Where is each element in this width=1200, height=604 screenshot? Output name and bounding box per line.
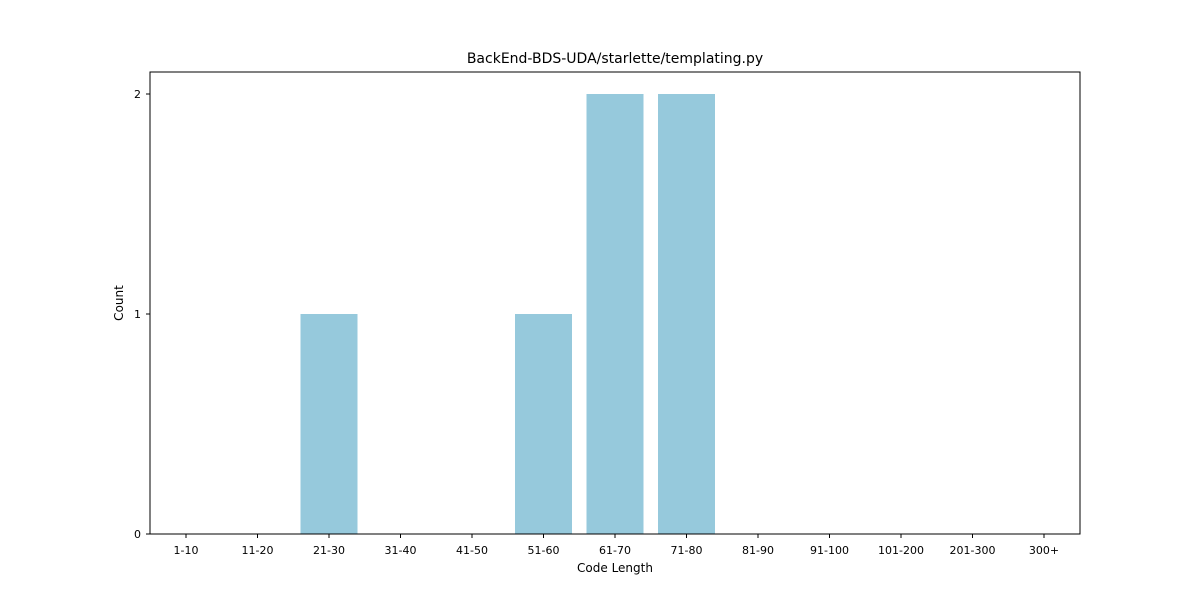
x-tick-label: 31-40: [385, 544, 417, 557]
x-tick-label: 21-30: [313, 544, 345, 557]
x-tick-label: 41-50: [456, 544, 488, 557]
bars-layer: [300, 94, 715, 534]
x-axis: 1-10 11-20 21-30 31-40 41-50 51-60 61-70 71-80 8…: [174, 534, 1059, 557]
x-tick-label: 81-90: [742, 544, 774, 557]
x-tick-label: 11-20: [242, 544, 274, 557]
chart-title: BackEnd-BDS-UDA/starlette/templating.py: [467, 51, 763, 67]
x-tick-label: 51-60: [528, 544, 560, 557]
y-tick-label: 2: [134, 88, 141, 101]
x-tick-label: 101-200: [878, 544, 924, 557]
plot-frame: [149, 71, 1081, 535]
bar-71-80: [658, 94, 715, 534]
bar-61-70: [586, 94, 644, 534]
x-tick-label: 1-10: [174, 544, 199, 557]
bar-21-30: [300, 314, 358, 534]
bar-51-60: [515, 314, 572, 534]
x-axis-label: Code Length: [577, 561, 653, 575]
x-tick-label: 201-300: [950, 544, 996, 557]
y-tick-label: 1: [134, 308, 141, 321]
y-tick-label: 0: [134, 528, 141, 541]
x-tick-label: 300+: [1029, 544, 1059, 557]
x-tick-label: 71-80: [671, 544, 703, 557]
x-tick-label: 91-100: [810, 544, 849, 557]
x-tick-label: 61-70: [599, 544, 631, 557]
y-axis-label: Count: [112, 285, 126, 321]
y-axis: 0 1 2: [134, 88, 150, 541]
